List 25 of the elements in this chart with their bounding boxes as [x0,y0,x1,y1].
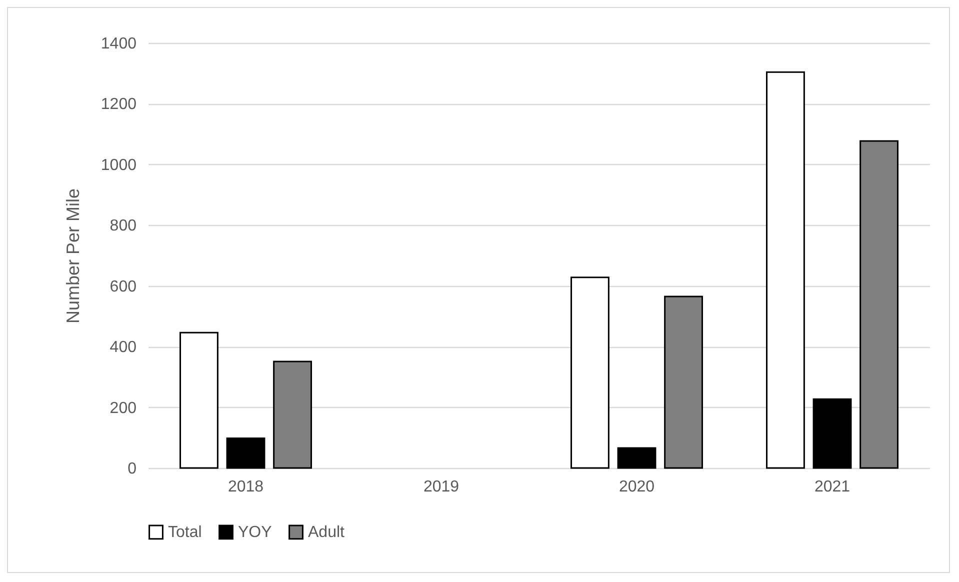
bar [226,438,266,469]
y-tick-label: 0 [128,460,137,478]
y-tick-label: 600 [110,278,137,296]
y-tick-label: 400 [110,339,137,356]
y-tick-label: 1200 [100,96,137,114]
legend-label: Adult [308,524,346,542]
y-axis-title: Number Per Mile [62,188,83,324]
legend-label: Total [168,524,202,542]
y-tick-label: 800 [110,218,137,235]
bar [860,140,898,469]
bar [180,332,218,469]
x-tick-label: 2021 [814,478,850,496]
bar [570,276,610,469]
x-tick-label: 2018 [228,478,264,496]
bar [664,296,703,469]
bar [273,360,312,469]
x-tick-label: 2020 [618,478,655,496]
y-tick-label: 1400 [100,36,137,52]
bar [617,447,656,469]
legend-label: YOY [238,524,272,542]
bar [766,71,805,469]
x-tick-label: 2019 [423,478,460,496]
y-tick-label: 1000 [100,156,137,174]
y-tick-label: 200 [110,400,137,417]
bar [812,398,852,469]
